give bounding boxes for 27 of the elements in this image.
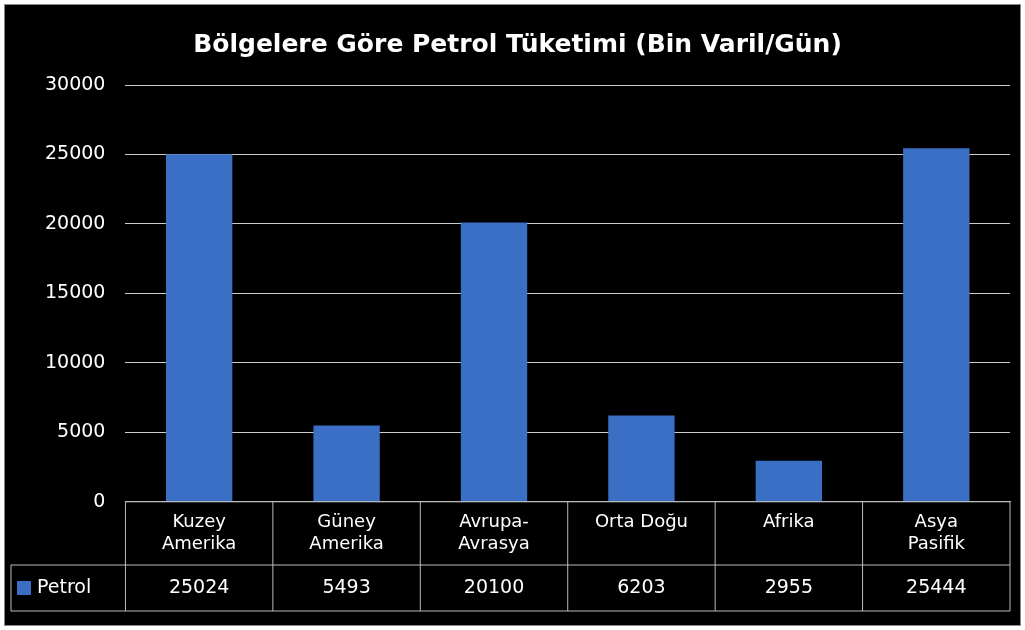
bar: [460, 222, 528, 502]
y-tick-label: 10000: [44, 349, 106, 372]
x-tick-label: Asya Pasifik: [907, 510, 966, 553]
y-tick-label: 20000: [44, 210, 106, 233]
data-label: 2955: [764, 574, 814, 597]
data-label: 6203: [617, 574, 666, 597]
x-tick-label: Kuzey Amerika: [161, 510, 237, 553]
data-label: 25444: [906, 574, 967, 597]
data-label: 25024: [168, 574, 230, 597]
bar: [755, 460, 823, 502]
y-tick-label: 25000: [44, 141, 106, 164]
y-tick-label: 15000: [44, 280, 106, 303]
y-tick-label: 0: [93, 488, 106, 511]
y-tick-label: 30000: [44, 71, 106, 94]
chart-title: Bölgelere Göre Petrol Tüketimi (Bin Varil/Gün): [193, 28, 842, 58]
data-label: 5493: [322, 574, 371, 597]
data-label: 20100: [463, 574, 525, 597]
y-tick-label: 5000: [57, 419, 106, 442]
bar: [313, 425, 380, 502]
legend-label: Petrol: [37, 574, 92, 597]
x-tick-label: Afrika: [763, 510, 815, 532]
bar: [165, 154, 233, 502]
x-tick-label: Avrupa-Avrasya: [458, 510, 530, 553]
bar: [903, 148, 970, 502]
bar: [608, 415, 675, 502]
x-tick-label: Güney Amerika: [309, 510, 384, 553]
x-tick-label: Orta Doğu: [594, 510, 688, 532]
